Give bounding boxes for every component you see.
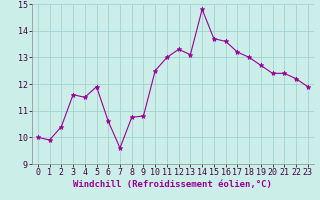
X-axis label: Windchill (Refroidissement éolien,°C): Windchill (Refroidissement éolien,°C)	[73, 180, 272, 189]
